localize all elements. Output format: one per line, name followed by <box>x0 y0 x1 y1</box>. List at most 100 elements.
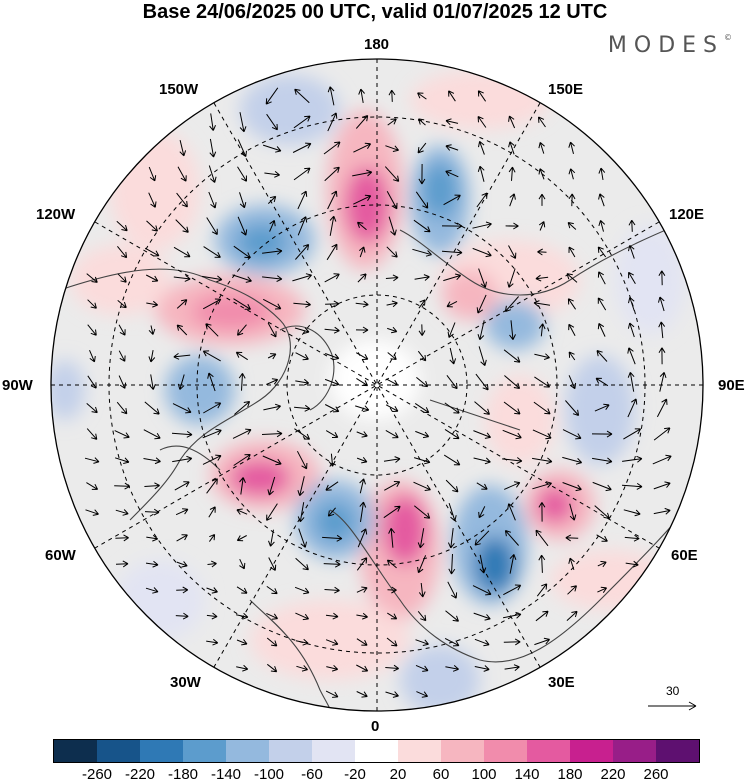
wind-vector <box>535 610 549 622</box>
wind-vector <box>202 350 221 362</box>
wind-vector <box>146 220 158 232</box>
lon-label-90w: 90W <box>2 377 33 394</box>
wind-vector <box>294 88 310 104</box>
wind-vector <box>263 403 281 411</box>
wind-vector <box>475 373 489 391</box>
wind-vector <box>658 270 666 286</box>
wind-vector <box>355 300 369 308</box>
wind-vector <box>239 192 247 209</box>
wind-vector <box>445 610 459 622</box>
wind-vector <box>87 324 97 336</box>
wind-vector <box>385 664 399 672</box>
wind-vector <box>417 142 427 154</box>
wind-vector <box>208 191 217 209</box>
wind-vector <box>472 221 492 229</box>
wind-vector <box>508 166 516 181</box>
wind-vector <box>596 350 608 362</box>
wind-vector <box>597 586 608 593</box>
map-title: Base 24/06/2025 00 UTC, valid 01/07/2025… <box>142 1 608 23</box>
wind-vector <box>386 637 398 647</box>
wind-vector <box>386 300 398 308</box>
wind-vector <box>415 430 430 439</box>
wind-vector <box>114 430 130 439</box>
wind-vector <box>417 92 427 100</box>
wind-vector <box>114 482 131 490</box>
wind-vector <box>533 401 551 415</box>
wind-vector <box>417 528 425 549</box>
wind-vector <box>324 404 340 413</box>
colorbar-swatch <box>527 740 570 762</box>
wind-vector <box>179 139 187 157</box>
wind-vector <box>504 664 520 671</box>
wind-vector <box>266 612 279 620</box>
wind-vector <box>327 86 335 106</box>
wind-vector <box>236 664 249 672</box>
wind-vector <box>534 637 550 646</box>
wind-vector <box>357 273 367 283</box>
wind-vector <box>535 274 549 282</box>
wind-vector <box>477 90 487 102</box>
wind-vector <box>233 454 251 466</box>
wind-vector <box>355 405 370 412</box>
wind-vector <box>416 377 429 388</box>
wind-vector <box>418 118 426 126</box>
wind-vector <box>115 560 129 568</box>
wind-vector <box>417 610 427 622</box>
wind-vector <box>624 534 640 542</box>
wind-vector <box>176 192 188 208</box>
wind-vector <box>652 454 672 465</box>
wind-vector <box>325 300 340 308</box>
wind-vector <box>417 350 427 362</box>
wind-vector <box>352 169 373 177</box>
wind-vector <box>266 663 278 673</box>
wind-vector <box>508 141 515 155</box>
wind-vector <box>383 456 401 463</box>
wind-vectors <box>84 86 672 698</box>
wind-vector <box>265 87 279 105</box>
wind-vector <box>538 116 546 128</box>
wind-vector <box>206 638 219 646</box>
wind-vector <box>359 478 366 494</box>
wind-vector <box>537 248 547 256</box>
wind-vector <box>171 430 193 438</box>
wind-vector <box>202 298 222 310</box>
wind-vector <box>293 300 311 308</box>
wind-vector <box>144 247 160 257</box>
wind-vector <box>322 534 343 542</box>
brand-text: MODES <box>607 33 724 58</box>
wind-vector <box>566 610 578 621</box>
wind-vector <box>417 555 427 574</box>
wind-vector <box>445 479 459 493</box>
colorbar-tick-label: -20 <box>344 766 366 783</box>
wind-vector <box>326 243 338 261</box>
wind-vector <box>413 219 431 233</box>
wind-vector <box>177 166 187 182</box>
wind-vector <box>262 275 283 282</box>
lon-label-90e: 90E <box>718 377 745 394</box>
wind-vector <box>174 481 190 491</box>
wind-vector <box>383 505 401 519</box>
wind-vector <box>594 403 610 412</box>
map-boundary <box>50 58 704 712</box>
wind-vector <box>239 112 247 133</box>
wind-vector <box>149 374 156 390</box>
wind-vector <box>206 612 218 620</box>
wind-vector <box>532 481 552 490</box>
wind-vector <box>533 300 551 307</box>
wind-vector <box>294 586 310 595</box>
wind-vector <box>415 664 429 672</box>
wind-vector <box>418 582 426 598</box>
wind-vector <box>208 165 217 183</box>
wind-vector <box>356 557 368 571</box>
wind-vector <box>445 118 459 126</box>
wind-vector <box>478 506 486 519</box>
wind-vector <box>473 457 491 465</box>
wind-vector <box>266 637 278 647</box>
wind-vector <box>143 429 161 440</box>
wind-vector <box>236 638 248 646</box>
wind-vector <box>326 664 339 672</box>
colorbar-swatch <box>570 740 613 762</box>
wind-vector <box>385 145 399 152</box>
wind-vector <box>236 508 248 515</box>
